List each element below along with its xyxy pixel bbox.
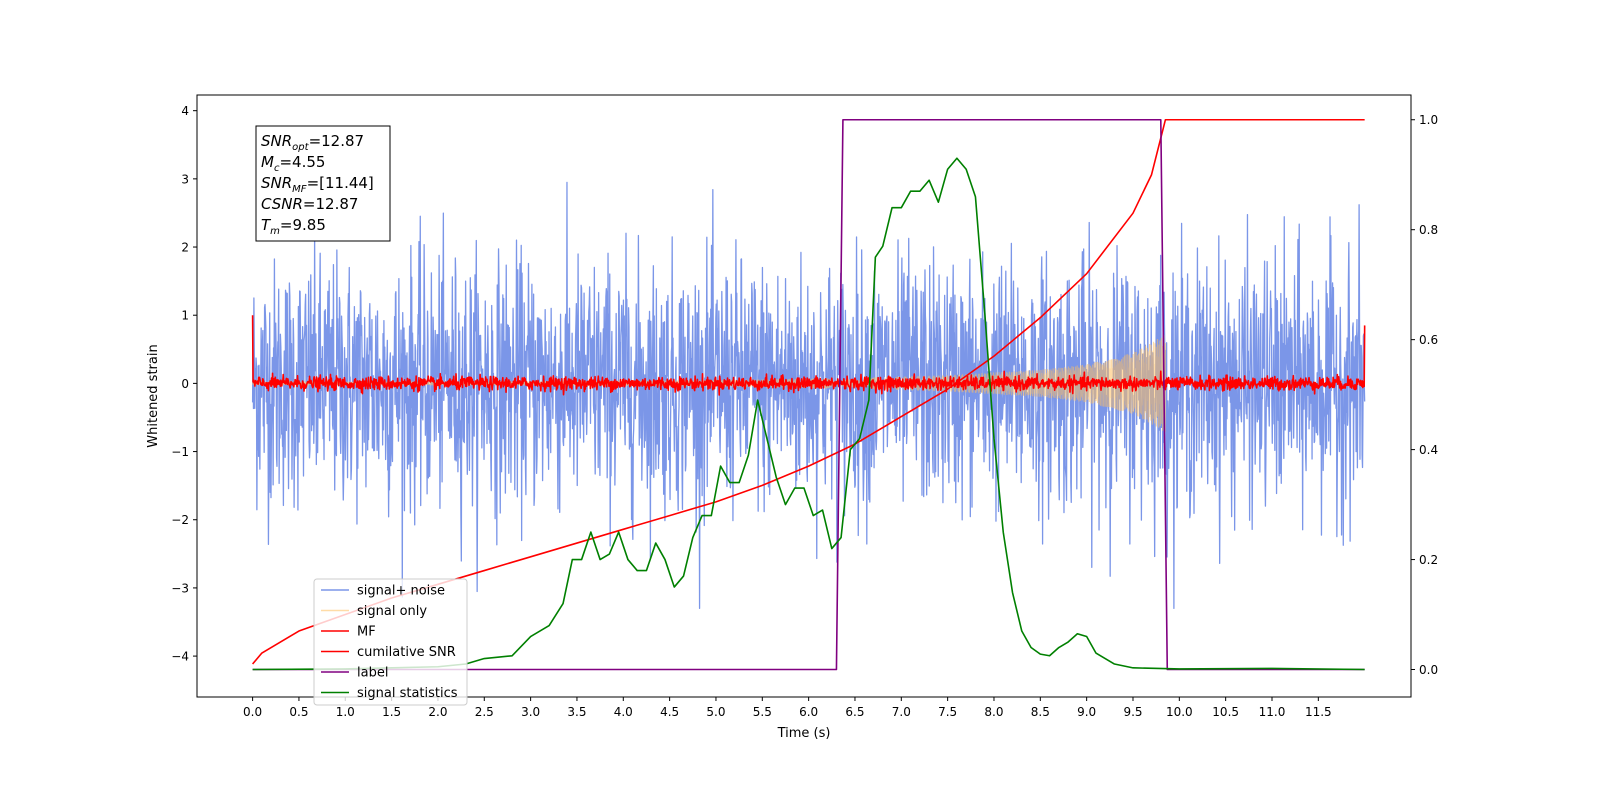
- x-tick-label: 8.0: [984, 705, 1003, 719]
- legend-frame: [313, 578, 468, 706]
- x-axis-label: Time (s): [777, 726, 831, 741]
- x-tick-label: 8.5: [1031, 705, 1050, 719]
- x-tick-label: 5.5: [753, 705, 772, 719]
- x-tick-label: 5.0: [706, 705, 725, 719]
- x-tick-label: 0.5: [289, 705, 308, 719]
- annotation-line: CSNR=12.87: [261, 195, 358, 213]
- x-tick-label: 10.0: [1166, 705, 1193, 719]
- x-tick-label: 1.0: [336, 705, 355, 719]
- y-tick-label: −1: [171, 445, 189, 459]
- x-tick-label: 0.0: [243, 705, 262, 719]
- x-tick-label: 11.5: [1305, 705, 1332, 719]
- x-tick-label: 7.5: [938, 705, 957, 719]
- legend-label: signal+ noise: [357, 584, 445, 599]
- legend: signal+ noise signal only MF cumilative SNR…: [313, 578, 468, 706]
- x-tick-label: 1.5: [382, 705, 401, 719]
- series-2-line: [251, 315, 1366, 396]
- y-tick-label: 1: [181, 309, 189, 323]
- y2-tick-label: 1.0: [1419, 113, 1438, 127]
- x-tick-label: 9.0: [1077, 705, 1096, 719]
- x-tick-label: 9.5: [1123, 705, 1142, 719]
- y-tick-label: 0: [181, 377, 189, 391]
- y2-tick-label: 0.6: [1419, 333, 1438, 347]
- legend-label: MF: [357, 625, 376, 640]
- annotation-line: Tm=9.85: [261, 216, 326, 237]
- x-tick-label: 4.5: [660, 705, 679, 719]
- y-tick-label: −4: [171, 650, 189, 664]
- y-tick-label: −3: [171, 581, 189, 595]
- axes-frame: [196, 94, 1412, 698]
- annotation-line: SNRopt=12.87: [261, 132, 364, 153]
- y2-tick-label: 0.2: [1419, 553, 1438, 567]
- x-tick-label: 2.5: [475, 705, 494, 719]
- legend-label: cumilative SNR: [357, 645, 456, 660]
- legend-label: signal only: [357, 604, 427, 619]
- x-tick-label: 2.0: [428, 705, 447, 719]
- series-0-line: [251, 181, 1366, 610]
- x-tick-label: 4.0: [614, 705, 633, 719]
- x-tick-label: 11.0: [1259, 705, 1286, 719]
- x-tick-label: 7.0: [892, 705, 911, 719]
- annotation-line: Mc=4.55: [261, 153, 325, 174]
- x-tick-label: 6.5: [845, 705, 864, 719]
- annotation-line: SNRMF=[11.44]: [261, 174, 374, 195]
- y-tick-label: 3: [181, 172, 189, 186]
- y2-tick-label: 0.8: [1419, 223, 1438, 237]
- legend-label: signal statistics: [357, 686, 458, 701]
- y-axis-label: Whitened strain: [146, 344, 161, 447]
- y-tick-label: 2: [181, 241, 189, 255]
- series-5-line: [252, 157, 1365, 671]
- y2-tick-label: 0.4: [1419, 443, 1438, 457]
- y-tick-label: −2: [171, 513, 189, 527]
- y-tick-label: 4: [181, 104, 189, 118]
- x-tick-label: 3.0: [521, 705, 540, 719]
- x-tick-label: 6.0: [799, 705, 818, 719]
- y2-tick-label: 0.0: [1419, 663, 1438, 677]
- annotation-frame: [255, 125, 391, 242]
- x-tick-label: 10.5: [1212, 705, 1239, 719]
- x-tick-label: 3.5: [567, 705, 586, 719]
- legend-label: label: [357, 666, 388, 681]
- annotation-box: SNRopt=12.87Mc=4.55SNRMF=[11.44]CSNR=12.…: [255, 125, 391, 242]
- axes: 0.0 0.5 1.0 1.5 2.0 2.5 3.0 3.5 4.0 4.5 5.0 5.5 6.0 6…: [171, 94, 1438, 719]
